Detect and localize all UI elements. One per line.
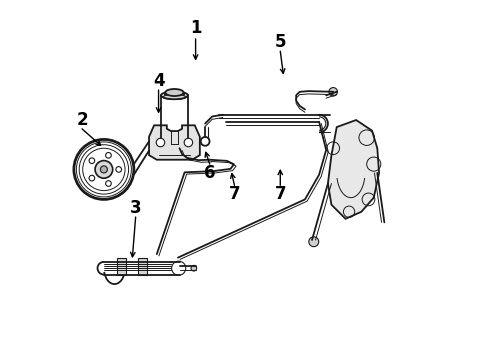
Polygon shape — [149, 125, 200, 160]
Circle shape — [156, 138, 165, 147]
Circle shape — [184, 138, 193, 147]
Circle shape — [191, 265, 196, 271]
Text: 3: 3 — [130, 199, 142, 217]
Circle shape — [329, 87, 338, 96]
Ellipse shape — [161, 91, 188, 99]
Circle shape — [100, 166, 107, 173]
Text: 1: 1 — [190, 19, 201, 37]
Circle shape — [106, 153, 111, 158]
Circle shape — [89, 158, 95, 163]
Circle shape — [309, 237, 318, 247]
Text: 7: 7 — [274, 185, 286, 203]
Text: 2: 2 — [76, 111, 88, 129]
Polygon shape — [139, 258, 147, 275]
Ellipse shape — [161, 135, 188, 141]
Polygon shape — [328, 120, 379, 219]
Circle shape — [172, 261, 186, 275]
Text: 6: 6 — [204, 164, 216, 182]
Circle shape — [116, 167, 122, 172]
Text: 7: 7 — [229, 185, 240, 203]
Ellipse shape — [165, 89, 184, 96]
Text: 5: 5 — [274, 33, 286, 51]
Polygon shape — [117, 258, 126, 275]
Circle shape — [89, 175, 95, 181]
Text: 4: 4 — [153, 72, 164, 90]
Circle shape — [106, 181, 111, 186]
Circle shape — [95, 161, 113, 178]
